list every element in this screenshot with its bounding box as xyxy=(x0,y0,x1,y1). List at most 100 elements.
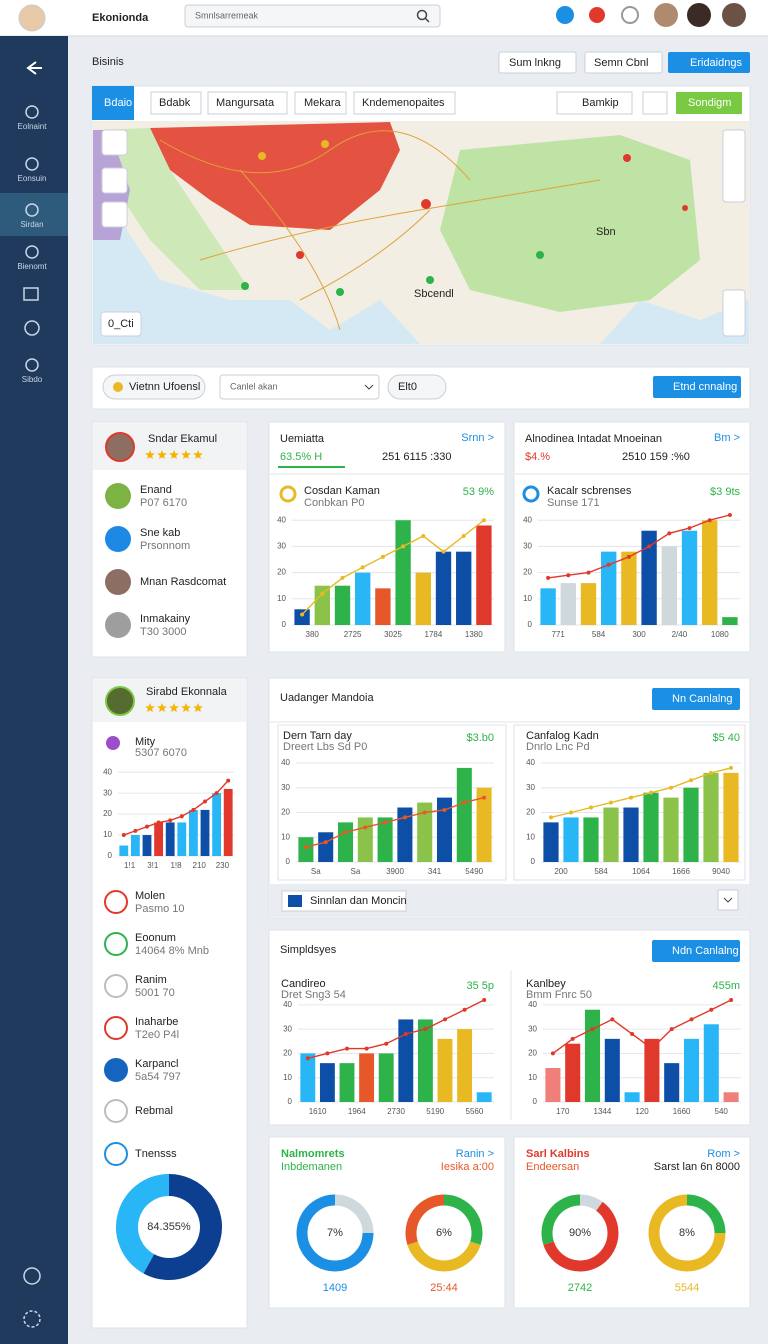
select[interactable] xyxy=(219,374,380,400)
bar xyxy=(643,792,659,862)
bar xyxy=(417,802,433,862)
map-marker[interactable] xyxy=(296,251,304,259)
nav-icon[interactable] xyxy=(25,203,39,217)
bar xyxy=(545,1068,561,1102)
bar xyxy=(119,845,129,856)
map-marker[interactable] xyxy=(536,251,544,259)
card-title: Sarl Kalbins xyxy=(526,1148,590,1160)
zoom-label: 0_Cti xyxy=(108,318,134,330)
trend-point xyxy=(360,565,365,570)
button-label: Sum lnkng xyxy=(509,57,561,69)
search-box[interactable] xyxy=(184,4,441,28)
nav-icon[interactable] xyxy=(25,358,39,372)
map-marker[interactable] xyxy=(321,140,329,148)
item-sub: P07 6170 xyxy=(140,497,187,509)
trend-point xyxy=(709,770,713,775)
primary-button[interactable] xyxy=(652,940,740,962)
icon-button[interactable] xyxy=(642,91,668,115)
card-title: Nalmomrets xyxy=(281,1148,345,1160)
nav-icon[interactable] xyxy=(23,1267,41,1285)
bar xyxy=(624,1092,640,1102)
footer-button[interactable] xyxy=(281,890,407,912)
expand-button[interactable] xyxy=(717,889,739,911)
button-label: Etnd cnnalng xyxy=(673,381,737,393)
map-control[interactable] xyxy=(101,167,128,194)
map-marker[interactable] xyxy=(682,205,688,211)
bar xyxy=(395,520,411,625)
nav-icon[interactable] xyxy=(23,1310,41,1328)
bar xyxy=(457,1029,473,1102)
x-tick-label: 1784 xyxy=(425,630,443,639)
nav-icon[interactable] xyxy=(23,287,39,301)
link[interactable]: Rom > xyxy=(707,1148,740,1160)
map-marker[interactable] xyxy=(336,288,344,296)
trend-point xyxy=(481,518,486,523)
link[interactable]: Bm > xyxy=(714,432,740,444)
x-tick-label: 1!1 xyxy=(124,861,136,870)
tab[interactable] xyxy=(294,91,347,115)
x-tick-label: 1380 xyxy=(465,630,483,639)
tag[interactable] xyxy=(387,374,447,400)
user-avatar[interactable] xyxy=(18,4,46,32)
primary-button[interactable] xyxy=(653,376,741,398)
tab-label: Mekara xyxy=(304,97,342,109)
bar xyxy=(583,817,599,862)
link[interactable]: Ranin > xyxy=(456,1148,494,1160)
nav-icon[interactable] xyxy=(25,245,39,259)
tab[interactable] xyxy=(207,91,288,115)
action-button[interactable] xyxy=(676,92,742,114)
trend-line xyxy=(301,519,485,615)
tab-active[interactable] xyxy=(92,86,134,120)
bar xyxy=(436,797,453,862)
button[interactable] xyxy=(584,51,663,74)
button[interactable] xyxy=(498,51,577,74)
map-control[interactable] xyxy=(101,129,128,156)
map-toolbar[interactable] xyxy=(722,129,746,203)
zoom-control[interactable] xyxy=(100,311,142,337)
avatar[interactable] xyxy=(654,3,678,27)
map-control[interactable] xyxy=(101,201,128,228)
nav-label: Sibdo xyxy=(22,375,43,384)
donut-center: 8% xyxy=(679,1227,695,1239)
map-marker[interactable] xyxy=(421,199,431,209)
map-marker[interactable] xyxy=(258,152,266,160)
item-name: Inmakainy xyxy=(140,613,191,625)
primary-button[interactable] xyxy=(652,688,740,710)
settings-icon[interactable] xyxy=(621,6,639,24)
item-name: Ranim xyxy=(135,974,167,986)
nav-icon[interactable] xyxy=(24,320,40,336)
bar xyxy=(560,583,576,625)
search-icon[interactable] xyxy=(416,9,428,21)
primary-button[interactable] xyxy=(668,52,750,73)
back-icon[interactable] xyxy=(26,61,42,75)
map-marker[interactable] xyxy=(241,282,249,290)
avatar[interactable] xyxy=(687,3,711,27)
donut-segment xyxy=(405,1194,445,1245)
map-marker[interactable] xyxy=(623,154,631,162)
item-icon xyxy=(104,890,128,914)
dropdown[interactable] xyxy=(556,91,633,115)
item-sub: 14064 8% Mnb xyxy=(135,945,209,957)
nav-icon[interactable] xyxy=(25,157,39,171)
trend-point xyxy=(364,1046,369,1051)
y-tick-label: 10 xyxy=(281,832,290,841)
headline-sub: 251 6115 :330 xyxy=(382,451,452,463)
link[interactable]: Srnn > xyxy=(461,432,494,444)
avatar[interactable] xyxy=(722,3,746,27)
map-toolbar[interactable] xyxy=(722,289,746,337)
trend-point xyxy=(669,785,673,790)
tab[interactable] xyxy=(150,91,202,115)
alert-icon[interactable] xyxy=(589,7,605,23)
trend-point xyxy=(303,845,308,850)
tab[interactable] xyxy=(353,91,456,115)
nav-icon[interactable] xyxy=(25,105,39,119)
y-tick-label: 20 xyxy=(528,1049,537,1058)
bar xyxy=(165,822,175,856)
map-marker[interactable] xyxy=(426,276,434,284)
bar xyxy=(294,609,310,625)
card-sub: Endeersan xyxy=(526,1161,579,1173)
caret xyxy=(723,897,733,903)
trend-point xyxy=(320,591,325,596)
notification-icon[interactable] xyxy=(556,6,574,24)
filter-chip[interactable] xyxy=(102,374,206,400)
